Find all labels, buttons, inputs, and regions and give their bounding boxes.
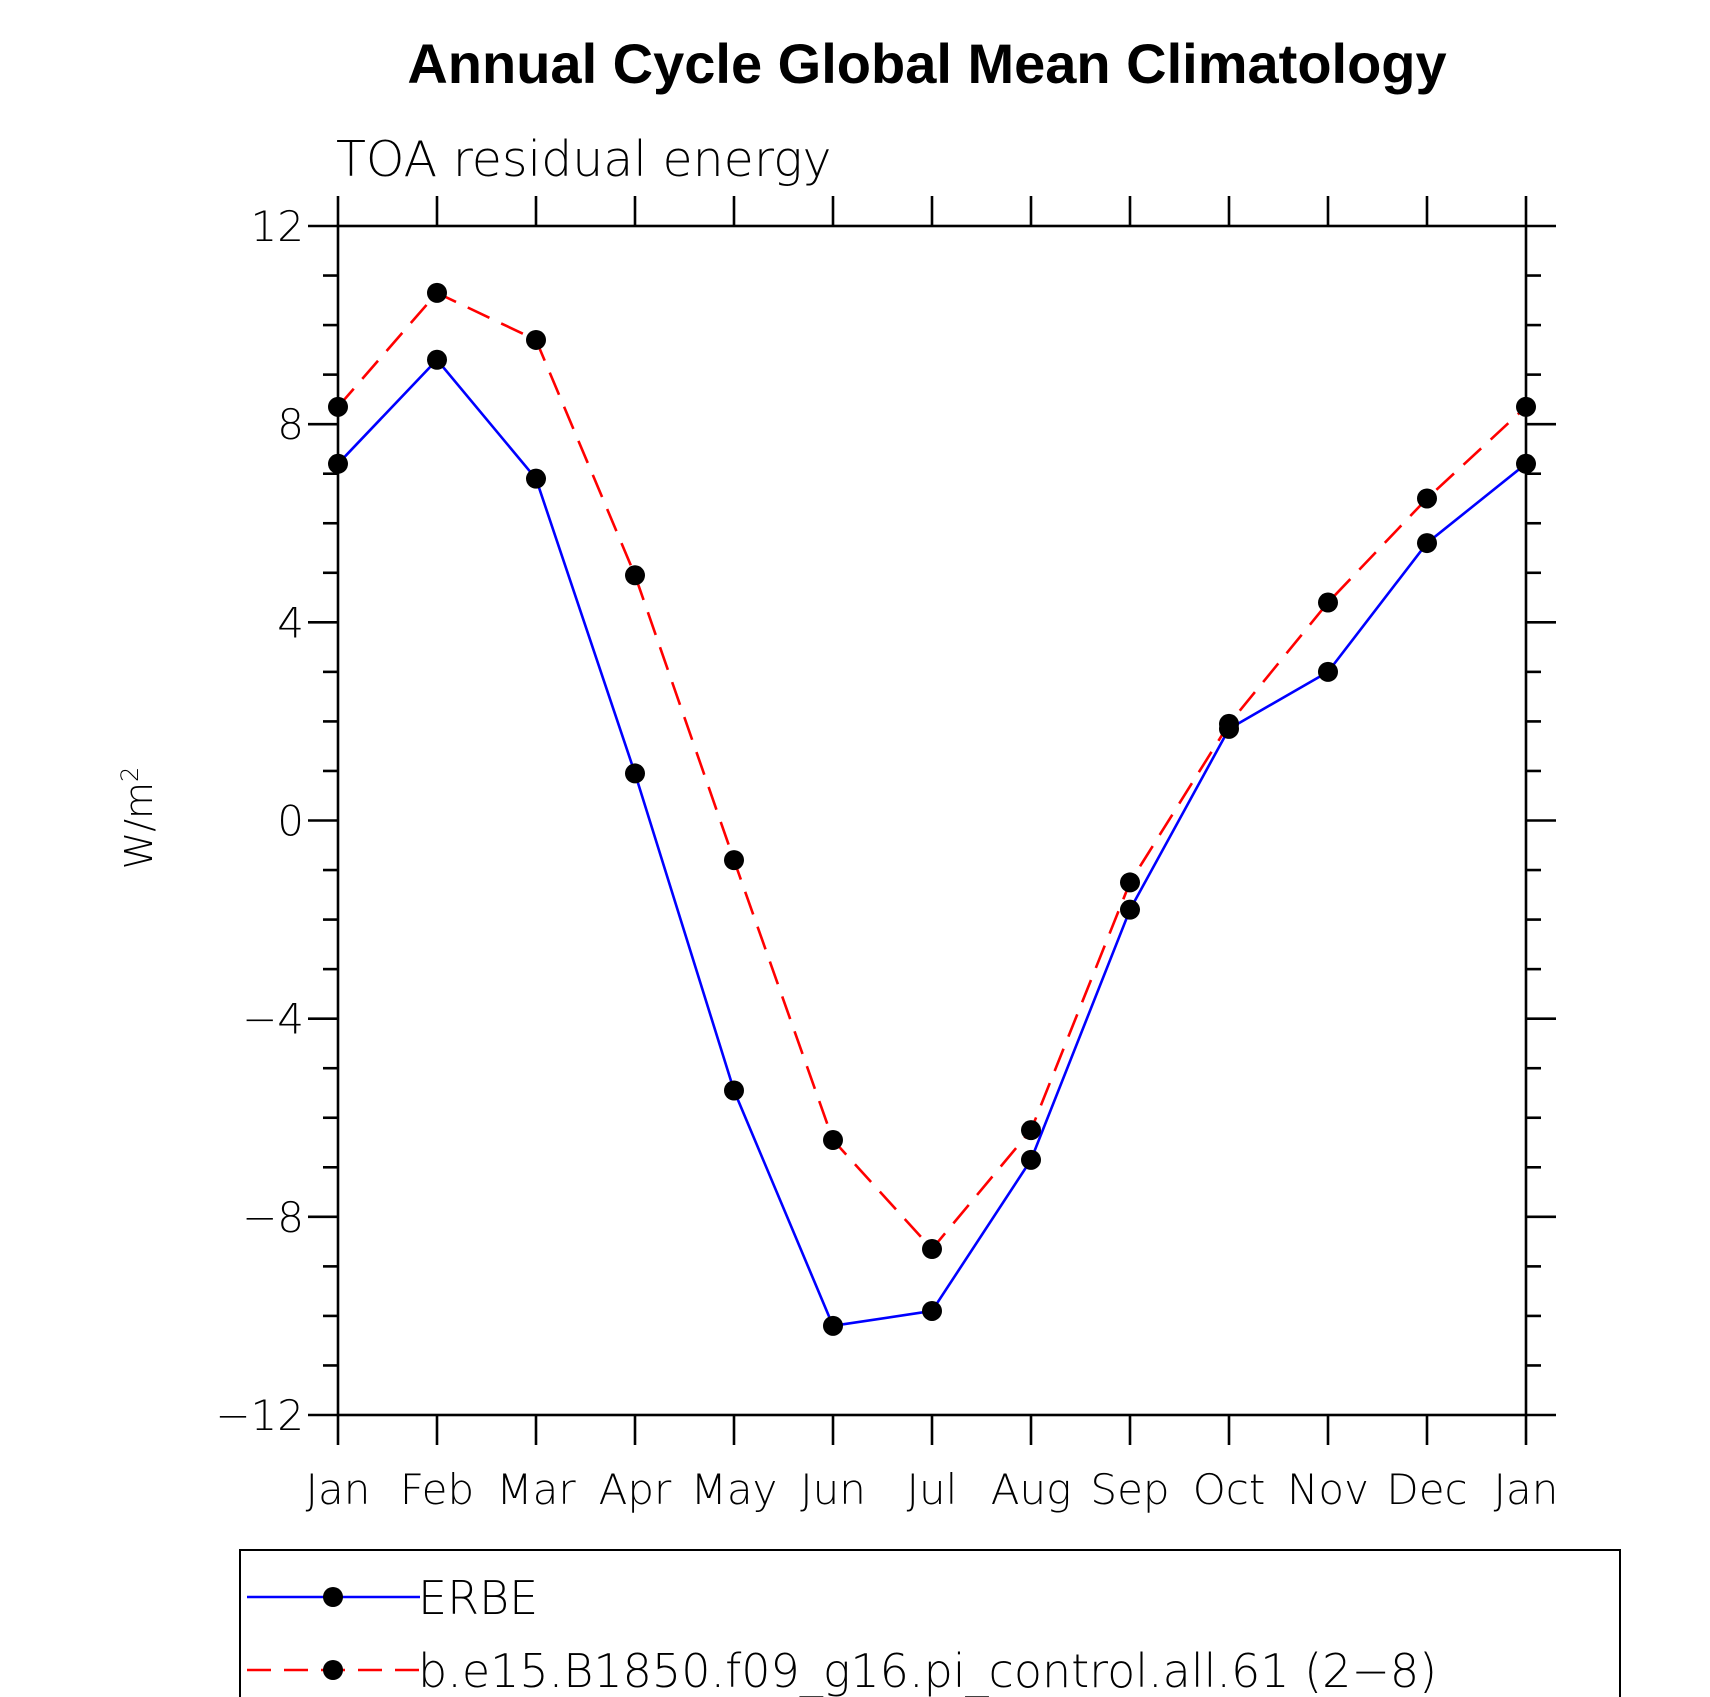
y-tick-label: −12	[215, 1391, 304, 1440]
data-point-series-1	[427, 349, 447, 370]
x-tick-label: Jan	[1494, 1465, 1559, 1514]
data-point-series-2	[328, 396, 348, 417]
legend: ERBE b.e15.B1850.f09_g16.pi_control.all.6…	[239, 1549, 1621, 1697]
data-point-series-1	[1120, 899, 1140, 920]
x-tick-label: Dec	[1386, 1465, 1467, 1514]
data-point-series-2	[1318, 592, 1338, 613]
data-point-series-2	[1516, 396, 1536, 417]
x-tick-label: Jan	[306, 1465, 371, 1514]
data-point-series-1	[328, 453, 348, 474]
x-axis-ticks: Jan Feb Mar Apr May Jun Jul Aug Sep Oct Nov Dec Jan	[306, 196, 1559, 1514]
data-point-series-2	[625, 565, 645, 586]
y-tick-label: 4	[277, 598, 304, 647]
chart-title: Annual Cycle Global Mean Climatology	[407, 32, 1446, 95]
data-point-series-2	[724, 850, 744, 871]
x-tick-label: Aug	[991, 1465, 1072, 1514]
data-point-series-2	[1021, 1120, 1041, 1141]
data-point-series-1	[1516, 453, 1536, 474]
y-tick-label: −4	[242, 995, 304, 1044]
y-axis-label-text: W/m	[117, 782, 161, 869]
data-point-series-2	[1120, 872, 1140, 893]
data-point-series-1	[1417, 533, 1437, 554]
y-tick-label: 12	[251, 202, 304, 251]
series-line-1	[337, 358, 1527, 1328]
x-tick-label: Apr	[599, 1465, 672, 1514]
data-point-series-1	[526, 468, 546, 489]
svg-text:W/m2: W/m2	[116, 767, 161, 870]
legend-label-2: b.e15.B1850.f09_g16.pi_control.all.61 (2…	[418, 1644, 1437, 1697]
data-point-series-2	[526, 329, 546, 350]
x-tick-label: Oct	[1193, 1465, 1266, 1514]
data-point-series-1	[1021, 1149, 1041, 1170]
chart-subtitle: TOA residual energy	[336, 131, 832, 188]
data-point-series-2	[823, 1130, 843, 1151]
x-tick-label: Mar	[496, 1465, 576, 1514]
data-point-series-2	[1417, 488, 1437, 509]
y-axis-label: W/m2	[116, 767, 161, 870]
data-point-series-1	[1318, 661, 1338, 682]
x-tick-label: Jul	[907, 1465, 958, 1514]
data-point-series-2	[427, 282, 447, 303]
x-tick-label: Jun	[800, 1465, 866, 1514]
x-tick-label: May	[691, 1465, 778, 1514]
y-axis-ticks: −12 −8 −4 0 4 8 12	[215, 202, 1556, 1440]
y-tick-label: 0	[277, 797, 304, 846]
x-tick-label: Feb	[400, 1465, 474, 1514]
data-point-series-2	[922, 1239, 942, 1260]
series-line-2	[337, 291, 1527, 1251]
data-point-series-1	[922, 1300, 942, 1321]
y-tick-label: 8	[277, 400, 304, 449]
series-lines	[337, 291, 1527, 1328]
data-point-series-1	[625, 763, 645, 784]
legend-box	[239, 1549, 1621, 1697]
data-point-series-1	[823, 1315, 843, 1336]
y-axis-label-superscript: 2	[116, 767, 144, 782]
y-tick-label: −8	[242, 1193, 304, 1242]
plot-frame	[336, 224, 1528, 1417]
series-markers	[328, 282, 1536, 1336]
x-tick-label: Nov	[1287, 1465, 1369, 1514]
x-tick-label: Sep	[1090, 1465, 1169, 1514]
plot-axes	[336, 224, 1528, 1417]
data-point-series-1	[724, 1080, 744, 1101]
legend-marker-1	[323, 1587, 343, 1607]
data-point-series-2	[1219, 713, 1239, 734]
legend-label-1: ERBE	[418, 1571, 538, 1625]
legend-marker-2	[323, 1660, 343, 1680]
